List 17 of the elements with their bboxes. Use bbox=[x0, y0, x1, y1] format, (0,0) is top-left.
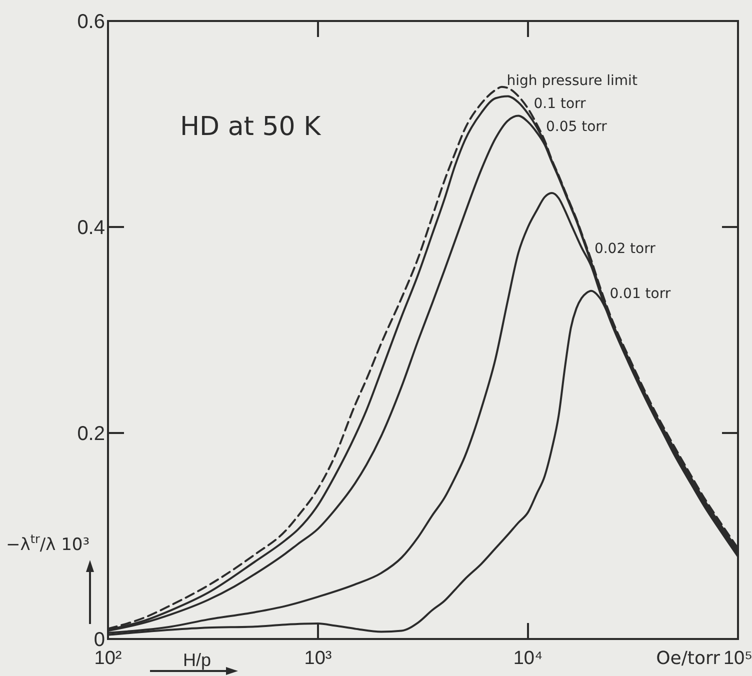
x-tick-label: 10⁵ bbox=[723, 648, 752, 669]
series-label: high pressure limit bbox=[506, 72, 638, 89]
y-tick-label: 0 bbox=[94, 629, 105, 651]
x-tick-label: 10³ bbox=[304, 648, 332, 669]
series-label: 0.1 torr bbox=[534, 96, 586, 112]
y-axis-title: −λ$^{tr}$/λ 10³ bbox=[6, 532, 90, 555]
text: Oe/torr bbox=[656, 648, 721, 669]
x-tick-label: 10² bbox=[94, 648, 122, 669]
y-tick-label: 0.6 bbox=[77, 11, 105, 33]
y-tick-label: 0.2 bbox=[77, 423, 105, 445]
series-label: 0.02 torr bbox=[594, 240, 656, 257]
x-axis-title: H/p bbox=[182, 650, 212, 670]
series-label: 0.01 torr bbox=[610, 286, 671, 302]
x-tick-label: 10⁴ bbox=[513, 648, 543, 669]
y-tick-label: 0.4 bbox=[77, 217, 105, 239]
text: HD at 50 K bbox=[180, 112, 322, 142]
series-label: 0.05 torr bbox=[546, 118, 608, 135]
